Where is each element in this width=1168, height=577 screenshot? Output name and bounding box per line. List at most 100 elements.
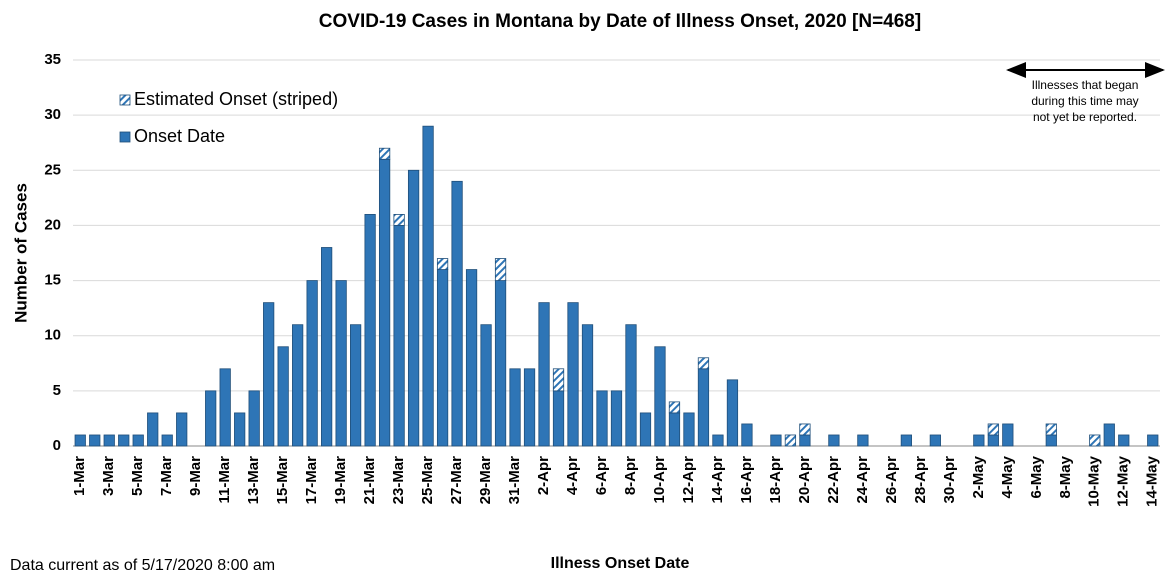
bar-segment bbox=[596, 390, 608, 447]
x-tick-label: 2-Apr bbox=[535, 456, 552, 495]
y-tick-label: 30 bbox=[44, 106, 61, 123]
y-tick-label: 0 bbox=[53, 437, 61, 454]
x-tick-label: 4-May bbox=[999, 455, 1016, 498]
x-axis-label: Illness Onset Date bbox=[551, 555, 690, 572]
x-tick-label: 29-Mar bbox=[477, 456, 494, 505]
y-tick-label: 35 bbox=[44, 51, 61, 68]
annotation: Illnesses that began bbox=[1032, 78, 1139, 92]
bar-segment bbox=[161, 434, 173, 447]
x-tick-label: 8-Apr bbox=[622, 456, 639, 495]
bar-segment bbox=[857, 434, 869, 447]
bar-segment bbox=[1118, 434, 1130, 447]
bar-segment bbox=[697, 357, 710, 370]
x-tick-label: 5-Mar bbox=[129, 456, 146, 496]
bar-segment bbox=[234, 412, 246, 447]
x-tick-label: 27-Mar bbox=[448, 456, 465, 505]
bar-segment bbox=[494, 280, 507, 447]
x-tick-label: 4-Apr bbox=[564, 456, 581, 495]
bar-segment bbox=[1103, 423, 1115, 447]
bar-segment bbox=[900, 434, 912, 447]
y-tick-label: 25 bbox=[44, 161, 61, 178]
bar-segment bbox=[393, 213, 405, 226]
x-tick-label: 31-Mar bbox=[506, 456, 523, 505]
x-tick-label: 23-Mar bbox=[390, 456, 407, 505]
x-tick-label: 28-Apr bbox=[912, 456, 929, 504]
y-tick-label: 5 bbox=[53, 382, 61, 399]
x-tick-label: 6-Apr bbox=[593, 456, 610, 495]
x-tick-label: 19-Mar bbox=[332, 456, 349, 505]
bar-segment bbox=[74, 434, 86, 447]
bar-segment bbox=[393, 225, 405, 447]
x-tick-label: 2-May bbox=[970, 455, 987, 498]
bar-segment bbox=[494, 258, 507, 281]
bar-segment bbox=[219, 368, 231, 447]
bar-segment bbox=[987, 423, 999, 436]
bar-segment bbox=[118, 434, 130, 447]
bar-segment bbox=[799, 434, 811, 447]
bar-segment bbox=[929, 434, 941, 447]
bar-segment bbox=[1045, 423, 1057, 436]
bar-segment bbox=[465, 269, 478, 447]
x-tick-label: 3-Mar bbox=[100, 456, 117, 496]
x-tick-label: 16-Apr bbox=[738, 456, 755, 504]
bar-segment bbox=[378, 147, 391, 160]
bar-segment bbox=[552, 390, 565, 447]
y-tick-label: 10 bbox=[44, 327, 61, 344]
bar-segment bbox=[828, 434, 840, 447]
x-tick-label: 7-Mar bbox=[158, 456, 175, 496]
bar-segment bbox=[1089, 434, 1101, 447]
bar-segment bbox=[147, 412, 159, 447]
x-tick-label: 24-Apr bbox=[854, 456, 871, 504]
x-tick-label: 14-Apr bbox=[709, 456, 726, 504]
bar-segment bbox=[770, 434, 782, 447]
bar-segment bbox=[451, 180, 463, 447]
legend-label: Onset Date bbox=[134, 126, 225, 146]
bar-segment bbox=[552, 368, 565, 392]
bar-segment bbox=[654, 346, 666, 447]
x-tick-label: 22-Apr bbox=[825, 456, 842, 504]
x-tick-label: 12-May bbox=[1115, 455, 1132, 507]
bar-segment bbox=[538, 302, 550, 447]
x-tick-label: 11-Mar bbox=[216, 456, 233, 504]
bar-segment bbox=[89, 434, 101, 447]
bar-segment bbox=[364, 213, 376, 447]
bar-segment bbox=[335, 280, 347, 447]
bar-segment bbox=[436, 258, 449, 270]
x-tick-label: 10-Apr bbox=[651, 456, 668, 504]
legend-label: Estimated Onset (striped) bbox=[134, 89, 338, 109]
bar-segment bbox=[509, 368, 521, 447]
bar-segment bbox=[103, 434, 115, 447]
bar-segment bbox=[306, 280, 318, 447]
bar-segment bbox=[1045, 434, 1057, 447]
bar-segment bbox=[248, 390, 260, 447]
bar-segment bbox=[987, 434, 999, 447]
bar-segment bbox=[378, 158, 391, 447]
bar-segment bbox=[321, 247, 333, 447]
x-tick-label: 25-Mar bbox=[419, 456, 436, 505]
bar-segment bbox=[176, 412, 188, 447]
bar-segment bbox=[567, 302, 579, 447]
bar-segment bbox=[697, 368, 710, 447]
bar-segment bbox=[668, 401, 681, 414]
bar-segment bbox=[407, 169, 420, 447]
x-tick-label: 8-May bbox=[1057, 455, 1074, 498]
bar-segment bbox=[132, 434, 144, 447]
x-tick-label: 14-May bbox=[1144, 455, 1161, 507]
y-tick-label: 15 bbox=[44, 272, 61, 289]
bar-segment bbox=[712, 434, 724, 447]
footnote: Data current as of 5/17/2020 8:00 am bbox=[10, 557, 275, 572]
bar-segment bbox=[610, 390, 623, 447]
x-tick-label: 30-Apr bbox=[941, 456, 958, 504]
x-tick-label: 1-Mar bbox=[71, 456, 88, 496]
bar-segment bbox=[726, 379, 739, 447]
bar-segment bbox=[277, 346, 289, 447]
x-tick-label: 15-Mar bbox=[274, 456, 291, 505]
bar-segment bbox=[263, 302, 275, 447]
bar-segment bbox=[639, 412, 652, 447]
bar-segment bbox=[1002, 423, 1014, 447]
x-tick-label: 18-Apr bbox=[767, 456, 784, 504]
x-tick-label: 20-Apr bbox=[796, 456, 813, 504]
bar-segment bbox=[350, 324, 362, 447]
x-tick-label: 6-May bbox=[1028, 455, 1045, 498]
